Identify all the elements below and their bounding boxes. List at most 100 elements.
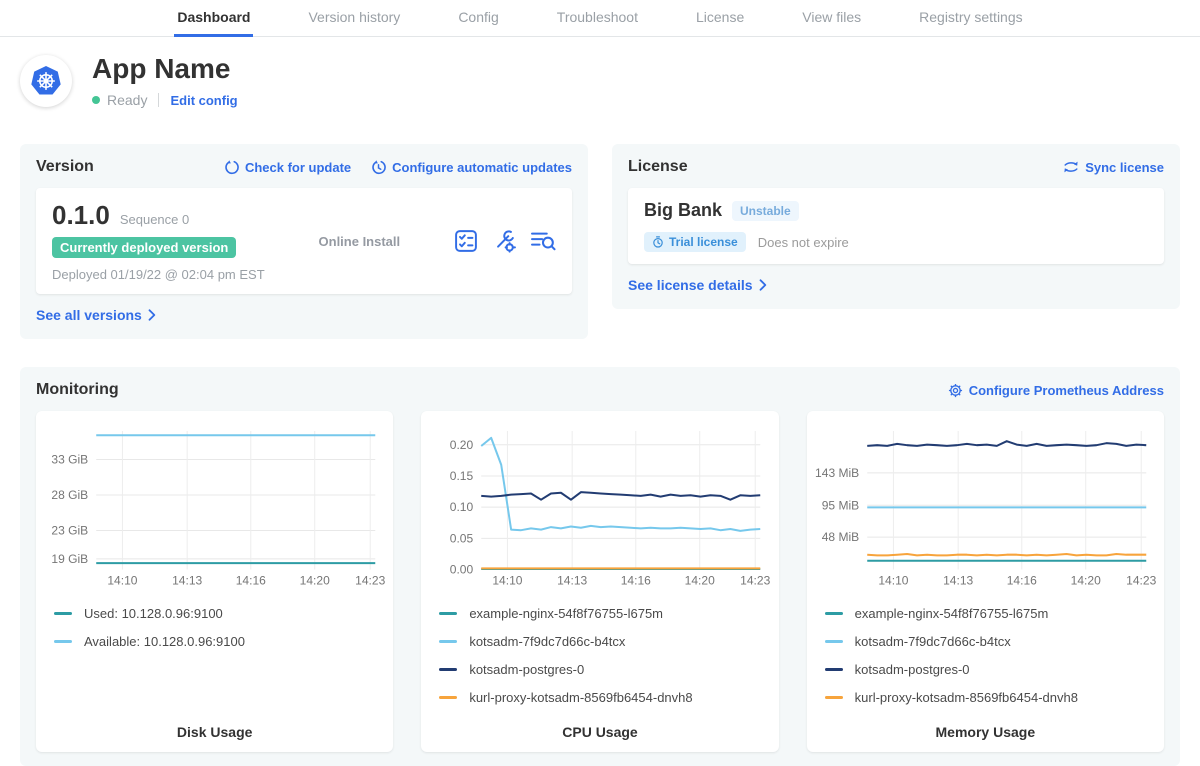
see-all-versions-link[interactable]: See all versions [36, 307, 156, 323]
stopwatch-icon [652, 236, 664, 248]
deployed-timestamp: Deployed 01/19/22 @ 02:04 pm EST [52, 267, 265, 282]
svg-text:14:13: 14:13 [172, 574, 202, 588]
tab-license[interactable]: License [693, 0, 747, 37]
version-card-title: Version [36, 158, 94, 176]
svg-text:14:10: 14:10 [878, 574, 908, 588]
preflight-checks-button[interactable] [454, 229, 478, 253]
svg-text:14:10: 14:10 [493, 574, 523, 588]
legend-item: Available: 10.128.0.96:9100 [54, 628, 377, 656]
license-expiry: Does not expire [758, 235, 849, 250]
svg-text:48 MiB: 48 MiB [821, 530, 858, 544]
svg-text:95 MiB: 95 MiB [821, 498, 858, 512]
disk-usage-legend: Used: 10.128.0.96:9100 Available: 10.128.… [36, 592, 393, 656]
svg-text:14:20: 14:20 [685, 574, 715, 588]
app-header: App Name Ready Edit config [20, 53, 1180, 108]
svg-text:14:23: 14:23 [355, 574, 385, 588]
clock-refresh-icon [371, 160, 386, 175]
tab-view-files[interactable]: View files [799, 0, 864, 37]
legend-swatch [825, 640, 843, 643]
kubernetes-logo-icon [20, 55, 72, 107]
tab-registry-settings[interactable]: Registry settings [916, 0, 1025, 37]
svg-text:14:16: 14:16 [621, 574, 651, 588]
memory-usage-chart: 48 MiB95 MiB143 MiB14:1014:1314:1614:201… [807, 421, 1164, 592]
legend-swatch [54, 640, 72, 643]
legend-label: kotsadm-7f9dc7d66c-b4tcx [855, 634, 1011, 649]
configure-automatic-updates-link[interactable]: Configure automatic updates [371, 160, 572, 175]
legend-item: kotsadm-postgres-0 [439, 656, 762, 684]
svg-text:14:13: 14:13 [557, 574, 587, 588]
chevron-right-icon [148, 309, 156, 321]
legend-label: Available: 10.128.0.96:9100 [84, 634, 245, 649]
sync-license-link[interactable]: Sync license [1063, 160, 1164, 175]
disk-usage-plot-area: 19 GiB23 GiB28 GiB33 GiB14:1014:1314:161… [36, 421, 393, 592]
svg-text:0.05: 0.05 [450, 531, 474, 545]
tab-config[interactable]: Config [455, 0, 501, 37]
current-version-panel: 0.1.0 Sequence 0 Currently deployed vers… [36, 188, 572, 294]
svg-text:0.20: 0.20 [450, 438, 474, 452]
svg-text:14:23: 14:23 [741, 574, 771, 588]
svg-text:23 GiB: 23 GiB [51, 524, 88, 538]
trial-license-badge: Trial license [644, 232, 746, 252]
license-card-title: License [628, 158, 688, 176]
svg-text:14:20: 14:20 [300, 574, 330, 588]
disk-usage-chart: 19 GiB23 GiB28 GiB33 GiB14:1014:1314:161… [36, 421, 393, 592]
chart-title: Disk Usage [36, 712, 393, 740]
legend-label: example-nginx-54f8f76755-l675m [469, 606, 663, 621]
svg-text:0.10: 0.10 [450, 500, 474, 514]
refresh-icon [224, 160, 239, 175]
tab-version-history[interactable]: Version history [305, 0, 403, 37]
app-status: Ready [107, 92, 147, 108]
divider [158, 93, 159, 107]
checklist-icon [454, 229, 478, 253]
check-for-update-link[interactable]: Check for update [224, 160, 351, 175]
charts-row: 19 GiB23 GiB28 GiB33 GiB14:1014:1314:161… [36, 411, 1164, 752]
cpu-usage-plot-area: 0.00 0.05 0.10 0.15 0.20 14:10 14:13 14:16 14:20… [421, 421, 778, 592]
configure-prometheus-link[interactable]: Configure Prometheus Address [948, 383, 1164, 398]
legend-label: kotsadm-7f9dc7d66c-b4tcx [469, 634, 625, 649]
legend-swatch [439, 640, 457, 643]
legend-item: kurl-proxy-kotsadm-8569fb6454-dnvh8 [439, 684, 762, 712]
see-license-details-link[interactable]: See license details [628, 277, 767, 293]
svg-text:14:16: 14:16 [1006, 574, 1036, 588]
cpu-usage-legend: example-nginx-54f8f76755-l675m kotsadm-7f… [421, 592, 778, 712]
legend-swatch [54, 612, 72, 615]
legend-label: Used: 10.128.0.96:9100 [84, 606, 223, 621]
version-sequence: Sequence 0 [120, 212, 189, 227]
legend-item: Used: 10.128.0.96:9100 [54, 600, 377, 628]
memory-usage-plot-area: 48 MiB95 MiB143 MiB14:1014:1314:1614:201… [807, 421, 1164, 592]
version-card: Version Check for update [20, 144, 588, 339]
legend-label: kotsadm-postgres-0 [469, 662, 584, 677]
edit-config-values-button[interactable] [492, 229, 516, 253]
svg-text:14:13: 14:13 [943, 574, 973, 588]
deployed-badge: Currently deployed version [52, 237, 236, 258]
channel-badge: Unstable [732, 201, 799, 221]
wrench-gear-icon [492, 229, 516, 253]
legend-swatch [825, 612, 843, 615]
customer-name: Big Bank [644, 200, 722, 221]
edit-config-link[interactable]: Edit config [170, 93, 237, 108]
license-card: License Sync license Big Bank [612, 144, 1180, 309]
legend-swatch [439, 612, 457, 615]
svg-text:0.00: 0.00 [450, 563, 474, 577]
chart-title: CPU Usage [421, 712, 778, 740]
svg-text:19 GiB: 19 GiB [51, 552, 88, 566]
legend-item: example-nginx-54f8f76755-l675m [825, 600, 1148, 628]
memory-usage-card: 48 MiB95 MiB143 MiB14:1014:1314:1614:201… [807, 411, 1164, 752]
legend-item: kotsadm-7f9dc7d66c-b4tcx [825, 628, 1148, 656]
legend-label: example-nginx-54f8f76755-l675m [855, 606, 1049, 621]
tab-troubleshoot[interactable]: Troubleshoot [554, 0, 641, 37]
legend-label: kurl-proxy-kotsadm-8569fb6454-dnvh8 [469, 690, 692, 705]
svg-text:33 GiB: 33 GiB [51, 452, 88, 466]
sync-arrows-icon [1063, 160, 1079, 174]
view-deploy-logs-button[interactable] [530, 230, 556, 252]
install-type-label: Online Install [265, 234, 454, 249]
logs-search-icon [530, 230, 556, 252]
legend-item: kotsadm-7f9dc7d66c-b4tcx [439, 628, 762, 656]
disk-usage-card: 19 GiB23 GiB28 GiB33 GiB14:1014:1314:161… [36, 411, 393, 752]
top-nav: Dashboard Version history Config Troublesho… [0, 0, 1200, 37]
svg-text:0.15: 0.15 [450, 469, 474, 483]
license-details-panel: Big Bank Unstable Trial license [628, 188, 1164, 264]
tab-dashboard[interactable]: Dashboard [174, 0, 253, 37]
status-dot [92, 96, 100, 104]
monitoring-panel: Monitoring Configure Prometheus Address … [20, 367, 1180, 766]
